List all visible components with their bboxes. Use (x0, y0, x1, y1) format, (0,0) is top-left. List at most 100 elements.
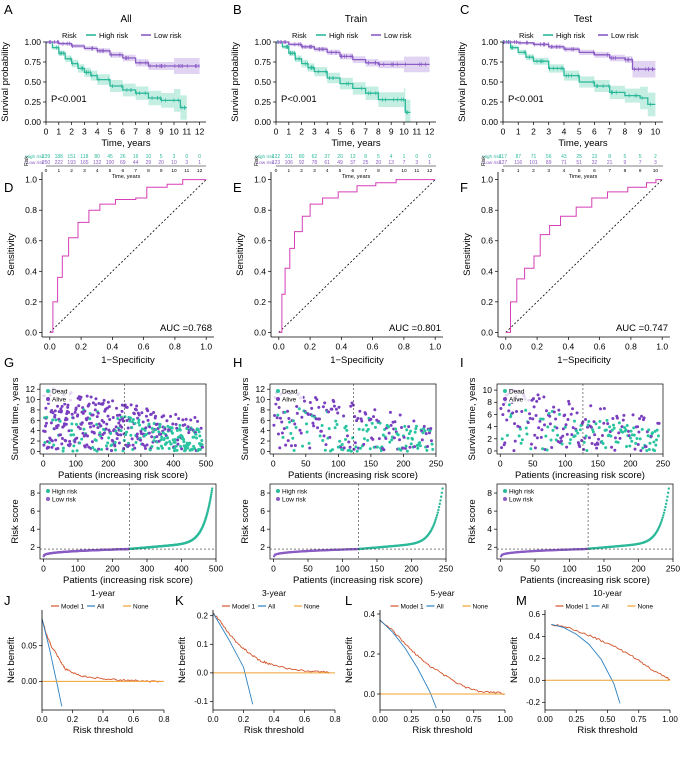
survtime-i-point (578, 445, 582, 449)
survtime-i-point (567, 402, 571, 406)
survtime-h-point (396, 433, 400, 437)
riskscore-g2-legend-low: Low risk (52, 497, 77, 504)
survtime-i-point (520, 438, 524, 442)
risk-table-b-count: 101 (285, 154, 294, 160)
survtime-g-x-axis-title: Patients (increasing risk score) (58, 470, 188, 481)
survtime-g-point (121, 449, 125, 453)
dca-m-legend-label: None (638, 604, 654, 611)
survtime-i-point (564, 423, 568, 427)
risk-table-b-count: 92 (299, 160, 305, 166)
survtime-i-point (574, 429, 578, 433)
riskscore-h2-legend-low: Low risk (282, 497, 307, 504)
riskscore-i2-y-tick-label: 8 (487, 488, 492, 498)
survtime-h-point (305, 430, 309, 434)
riskscore-h2-x-tick-label: 200 (404, 564, 418, 574)
survtime-i-point (565, 445, 569, 449)
survtime-h-point (278, 446, 282, 450)
survtime-g-point (162, 414, 166, 418)
survtime-h-point (291, 419, 295, 423)
risk-table-a-count: 69 (120, 160, 126, 166)
km-b-x-tick-label: 6 (350, 127, 355, 137)
survtime-i-point (644, 445, 648, 449)
survtime-g-point (113, 444, 117, 448)
survtime-g-point (131, 418, 135, 422)
survtime-g-point (184, 417, 188, 421)
survtime-i-point (593, 433, 597, 437)
survtime-h-point (364, 412, 368, 416)
risk-table-b-count: 49 (337, 160, 343, 166)
survtime-g-point (126, 426, 130, 430)
survtime-g-point (53, 413, 57, 417)
survtime-g-point (74, 422, 78, 426)
survtime-h-point (401, 446, 405, 450)
survtime-g-point (115, 413, 119, 417)
survtime-h-point (414, 427, 418, 431)
risk-table-b-count: 5 (377, 154, 380, 160)
risk-table-b-count: 62 (312, 154, 318, 160)
survtime-i-point (617, 421, 621, 425)
survtime-h-y-tick-label: 4 (260, 426, 265, 436)
roc-d-y-tick-label: 0.4 (25, 266, 37, 276)
risk-table-b-count: 7 (403, 160, 406, 166)
survtime-g-point (91, 413, 95, 417)
survtime-g-point (94, 403, 98, 407)
survtime-g-point (90, 440, 94, 444)
survtime-i-point (552, 410, 556, 414)
riskscore-i2-point (664, 502, 668, 506)
risk-table-b-row-label: Low risk (256, 160, 274, 166)
survtime-h-point (304, 422, 308, 426)
survtime-i-point (585, 425, 589, 429)
survtime-i-point (609, 434, 613, 438)
survtime-g-legend-dead: Dead (52, 389, 68, 396)
survtime-g-y-tick-label: 2 (30, 436, 35, 446)
survtime-g-point (47, 441, 51, 445)
dca-l-x-tick-label: 1.00 (497, 715, 513, 724)
risk-table-a-count: 80 (94, 154, 100, 160)
survtime-g-point (153, 436, 157, 440)
survtime-h-point (405, 428, 409, 432)
risk-table-a-time-label: 11 (184, 168, 189, 174)
km-b-y-tick-label: 1.00 (254, 37, 271, 47)
survtime-h-point (371, 437, 375, 441)
survtime-i-y-tick-label: 10 (483, 385, 493, 395)
km-c-pvalue: P<0.001 (508, 94, 544, 105)
risk-table-a-time-label: 10 (171, 168, 177, 174)
survtime-g-point (93, 448, 97, 452)
survtime-g-point (200, 443, 204, 447)
dca-m-y-tick-label: 0.6 (529, 610, 541, 619)
survtime-g-point (173, 438, 177, 442)
survtime-i-point (545, 448, 549, 452)
dca-l-y-tick-label: 0.2 (364, 650, 376, 659)
risk-table-a-row-label: High risk (25, 154, 44, 160)
survtime-h-point (424, 432, 428, 436)
survtime-h-point (362, 442, 366, 446)
risk-table-b-count: 78 (312, 160, 318, 166)
survtime-g-point (188, 441, 192, 445)
survtime-g-point (86, 434, 90, 438)
survtime-g-point (170, 431, 174, 435)
panel-letter-l: L (345, 593, 352, 608)
risk-table-b-time-label: 3 (313, 168, 316, 174)
survtime-g-point (137, 420, 141, 424)
survtime-i-y-tick-label: 2 (487, 434, 492, 444)
survtime-g-point (66, 405, 70, 409)
riskscore-i2-x-axis-title: Patients (increasing risk score) (520, 575, 650, 586)
survtime-h-point (426, 444, 430, 448)
survtime-h-point (320, 423, 324, 427)
survtime-h-y-tick-label: 6 (260, 415, 265, 425)
survtime-h-point (378, 421, 382, 425)
risk-table-b-time-label: 10 (401, 168, 407, 174)
risk-table-a-count: 250 (42, 160, 51, 166)
survtime-i-point (524, 426, 528, 430)
survtime-g-point (96, 411, 100, 415)
survtime-i-point (563, 413, 567, 417)
risk-table-a-x-title: Time, years (112, 174, 141, 180)
roc-e-x-tick-label: 0.2 (304, 342, 316, 352)
dca-l-y-tick-label: 0.0 (364, 690, 376, 699)
survtime-i-point (639, 449, 643, 453)
km-b-y-axis-title: Survival probability (230, 42, 241, 122)
survtime-i-point (610, 428, 614, 432)
survtime-i-point (500, 446, 504, 450)
survtime-h-point (307, 441, 311, 445)
dca-m-y-tick-label: -0.2 (526, 698, 540, 707)
